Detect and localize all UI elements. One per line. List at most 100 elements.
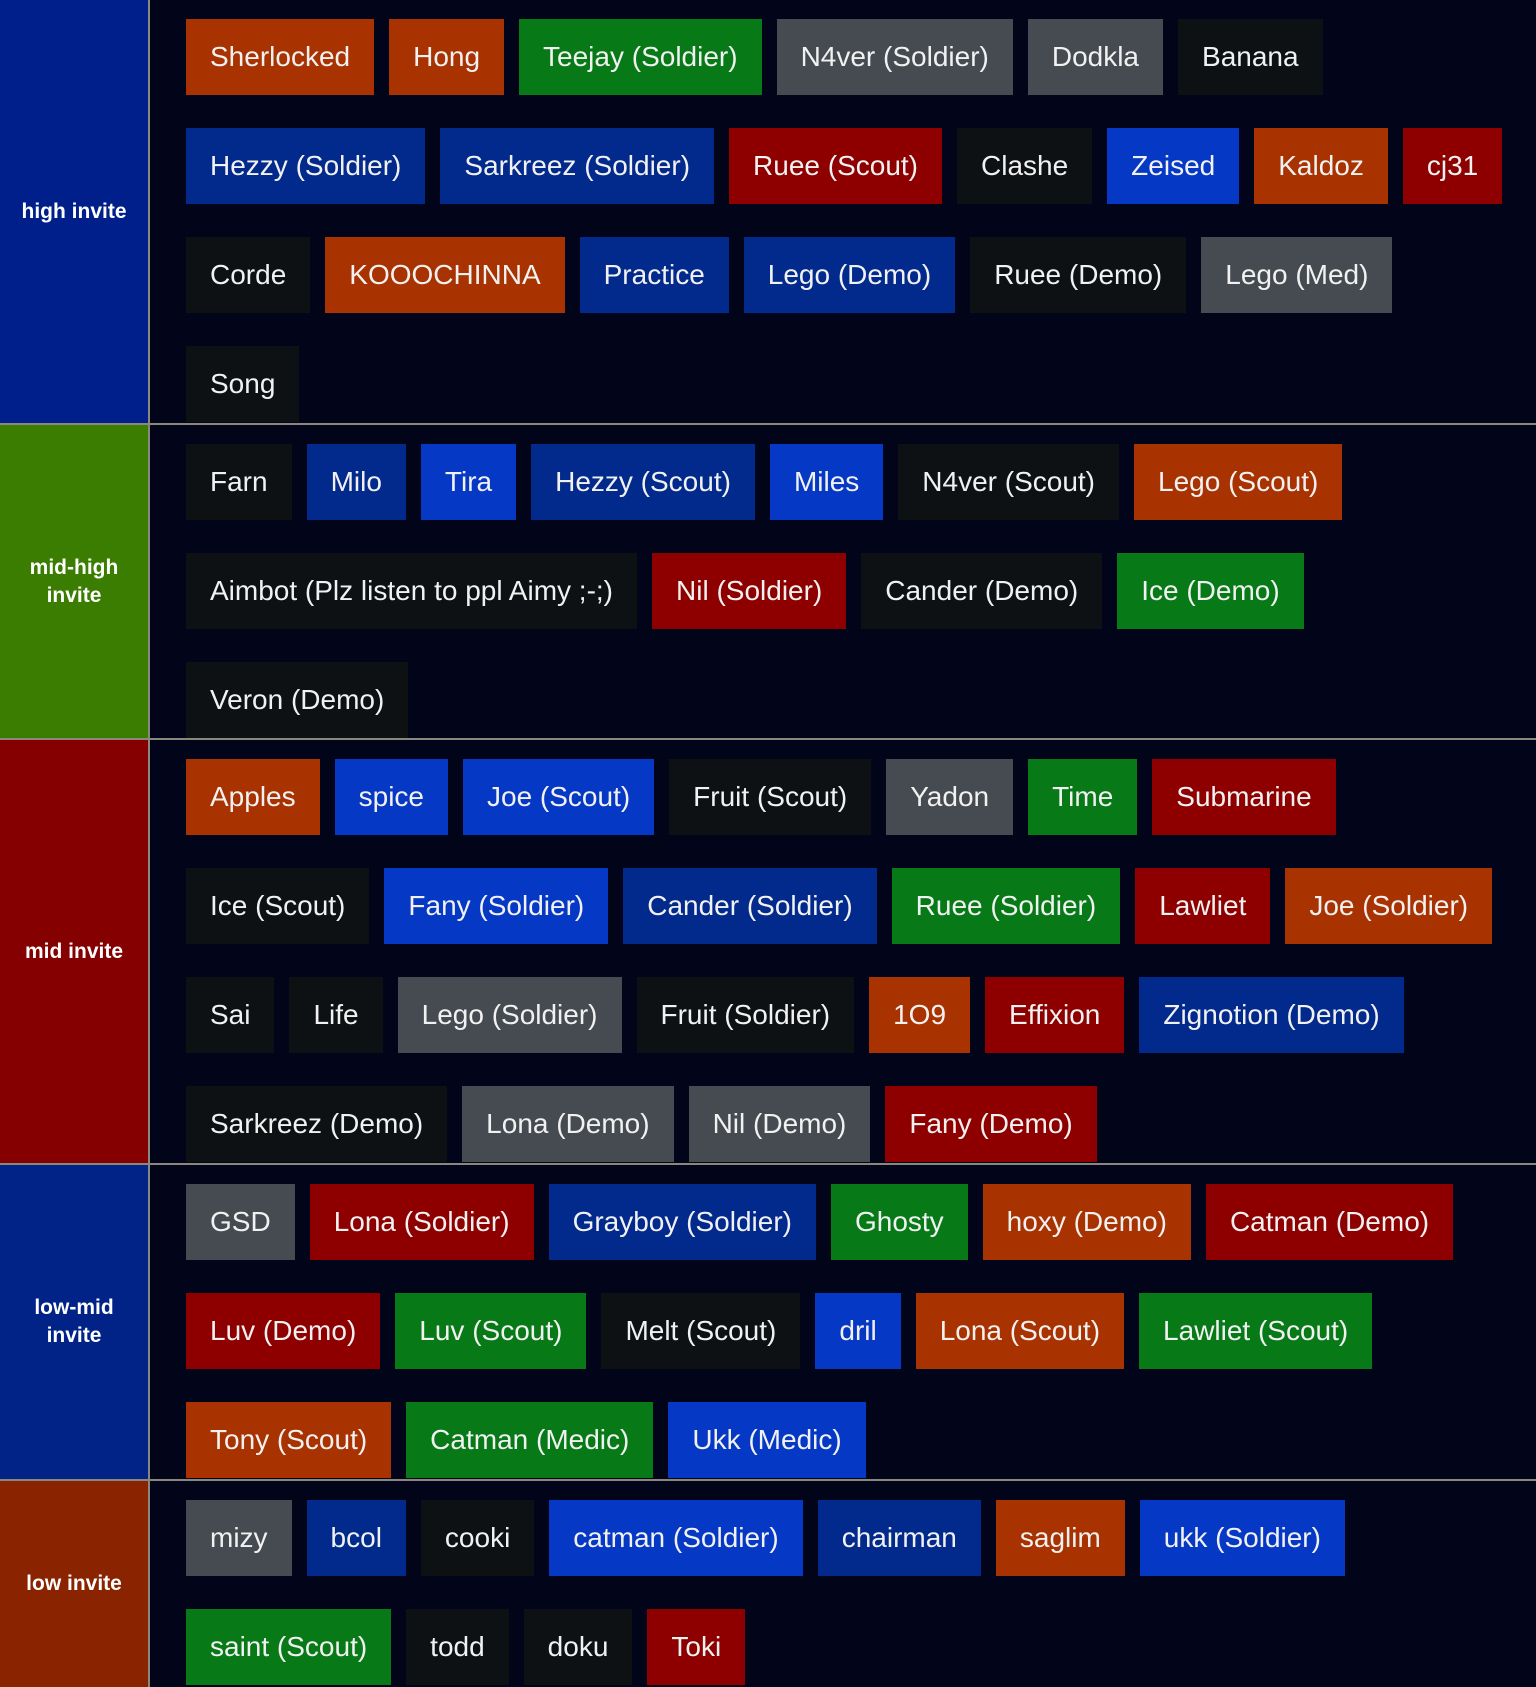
tier-item[interactable]: Joe (Scout) xyxy=(463,759,655,835)
tier-item[interactable]: Sarkreez (Soldier) xyxy=(440,128,715,204)
tier-item[interactable]: bcol xyxy=(306,1500,406,1576)
tier-item-row: Aimbot (Plz listen to ppl Aimy ;-;) Nil (… xyxy=(186,553,1536,629)
tier-item[interactable]: Tony (Scout) xyxy=(186,1402,392,1478)
tier-item-row: GSD Lona (Soldier) Grayboy (Soldier) Ghosty… xyxy=(186,1184,1536,1260)
tier-item[interactable]: Toki xyxy=(647,1609,746,1685)
tier-item[interactable]: Hezzy (Soldier) xyxy=(186,128,426,204)
tier-item[interactable]: Catman (Demo) xyxy=(1205,1184,1454,1260)
tier-item[interactable]: Ukk (Medic) xyxy=(668,1402,866,1478)
tier-item[interactable]: Lawliet xyxy=(1135,868,1271,944)
tier-item-row: Veron (Demo) xyxy=(186,662,1536,738)
tier-item[interactable]: Nil (Soldier) xyxy=(652,553,847,629)
tier-item[interactable]: mizy xyxy=(186,1500,292,1576)
tier-item[interactable]: Fany (Demo) xyxy=(885,1086,1097,1162)
tier-item[interactable]: Song xyxy=(186,346,300,422)
tier-item[interactable]: Practice xyxy=(579,237,729,313)
tier-item[interactable]: Miles xyxy=(769,444,884,520)
tier-item[interactable]: saint (Scout) xyxy=(186,1609,392,1685)
tier-item[interactable]: N4ver (Soldier) xyxy=(776,19,1013,95)
tier-item[interactable]: Cander (Soldier) xyxy=(623,868,877,944)
tier-item[interactable]: Sherlocked xyxy=(186,19,375,95)
tier-item-row: Ice (Scout) Fany (Soldier) Cander (Soldier… xyxy=(186,868,1536,944)
tier-item[interactable]: Sarkreez (Demo) xyxy=(186,1086,448,1162)
tier-item[interactable]: Melt (Scout) xyxy=(601,1293,801,1369)
tier-item[interactable]: Apples xyxy=(186,759,320,835)
tier-item[interactable]: Fruit (Scout) xyxy=(669,759,872,835)
tier-item[interactable]: Ruee (Scout) xyxy=(729,128,942,204)
tier-item[interactable]: doku xyxy=(523,1609,633,1685)
tier-item[interactable]: Ruee (Demo) xyxy=(970,237,1187,313)
tier-item[interactable]: Luv (Demo) xyxy=(186,1293,381,1369)
tier-item[interactable]: Aimbot (Plz listen to ppl Aimy ;-;) xyxy=(186,553,638,629)
tier-item[interactable]: Farn xyxy=(186,444,292,520)
tier-item[interactable]: N4ver (Scout) xyxy=(898,444,1119,520)
tier-item[interactable]: Zeised xyxy=(1107,128,1240,204)
tier-item-row: Corde KOOOCHINNA Practice Lego (Demo) Ruee (… xyxy=(186,237,1536,313)
tier-item[interactable]: cooki xyxy=(420,1500,535,1576)
tier-item[interactable]: Cander (Demo) xyxy=(861,553,1103,629)
tier-item[interactable]: Ice (Demo) xyxy=(1117,553,1304,629)
tier-item[interactable]: KOOOCHINNA xyxy=(325,237,565,313)
tier-item[interactable]: GSD xyxy=(186,1184,295,1260)
tier-item[interactable]: Effixion xyxy=(985,977,1125,1053)
tier-item[interactable]: Ice (Scout) xyxy=(186,868,370,944)
tier-item[interactable]: Fany (Soldier) xyxy=(384,868,609,944)
tier-item[interactable]: hoxy (Demo) xyxy=(982,1184,1191,1260)
tier-label: high invite xyxy=(0,0,150,423)
tier-item[interactable]: Grayboy (Soldier) xyxy=(548,1184,816,1260)
tier-label: low invite xyxy=(0,1481,150,1687)
tier-item[interactable]: Sai xyxy=(186,977,275,1053)
tier-item[interactable]: Tira xyxy=(420,444,517,520)
tier-item[interactable]: Lona (Demo) xyxy=(462,1086,674,1162)
tier-item[interactable]: Nil (Demo) xyxy=(688,1086,871,1162)
tier-item[interactable]: Lego (Soldier) xyxy=(397,977,622,1053)
tier-item[interactable]: Dodkla xyxy=(1027,19,1164,95)
tier-item[interactable]: Time xyxy=(1028,759,1138,835)
tier-label: mid-high invite xyxy=(0,425,150,738)
tier-item[interactable]: chairman xyxy=(817,1500,981,1576)
tier-item-row: Sherlocked Hong Teejay (Soldier) N4ver (Sol… xyxy=(186,19,1536,95)
tier-item[interactable]: Hong xyxy=(389,19,505,95)
tier-item[interactable]: Ruee (Soldier) xyxy=(891,868,1121,944)
tier-item[interactable]: Lego (Demo) xyxy=(743,237,956,313)
tier-item[interactable]: Ghosty xyxy=(830,1184,968,1260)
tier-items: Farn Milo Tira Hezzy (Scout) Miles N4ver (Sco… xyxy=(150,425,1536,738)
tier-item[interactable]: Veron (Demo) xyxy=(186,662,409,738)
tier-item[interactable]: Corde xyxy=(186,237,311,313)
tier-item[interactable]: Kaldoz xyxy=(1254,128,1388,204)
tier-item-row: Sai Life Lego (Soldier) Fruit (Soldier) 1O9 E… xyxy=(186,977,1536,1053)
tier-items: GSD Lona (Soldier) Grayboy (Soldier) Ghosty… xyxy=(150,1165,1536,1479)
tier-item[interactable]: Fruit (Soldier) xyxy=(636,977,855,1053)
tier-item[interactable]: Lona (Scout) xyxy=(915,1293,1125,1369)
tier-item[interactable]: Luv (Scout) xyxy=(395,1293,587,1369)
tier-item-row: mizy bcol cooki catman (Soldier) chairman sag… xyxy=(186,1500,1536,1576)
tier-item[interactable]: cj31 xyxy=(1402,128,1503,204)
tier-item[interactable]: ukk (Soldier) xyxy=(1139,1500,1345,1576)
tier-item[interactable]: Submarine xyxy=(1152,759,1336,835)
tier-item[interactable]: Clashe xyxy=(957,128,1093,204)
tier-item[interactable]: spice xyxy=(334,759,448,835)
tier-item[interactable]: Hezzy (Scout) xyxy=(531,444,755,520)
tier-item[interactable]: Teejay (Soldier) xyxy=(519,19,762,95)
tier-item[interactable]: Lona (Soldier) xyxy=(309,1184,534,1260)
tier-item[interactable]: Yadon xyxy=(886,759,1014,835)
tier-item[interactable]: Lego (Scout) xyxy=(1134,444,1343,520)
tier-low-mid-invite: low-mid invite GSD Lona (Soldier) Grayboy (… xyxy=(0,1165,1536,1481)
tier-label: mid invite xyxy=(0,740,150,1163)
tier-item-row: Tony (Scout) Catman (Medic) Ukk (Medic) xyxy=(186,1402,1536,1478)
tier-item[interactable]: todd xyxy=(406,1609,509,1685)
tier-item[interactable]: catman (Soldier) xyxy=(549,1500,803,1576)
tier-item[interactable]: Catman (Medic) xyxy=(406,1402,654,1478)
tier-item[interactable]: Zignotion (Demo) xyxy=(1139,977,1404,1053)
tier-item[interactable]: Banana xyxy=(1178,19,1323,95)
tier-item[interactable]: Life xyxy=(289,977,383,1053)
tier-item[interactable]: saglim xyxy=(995,1500,1125,1576)
tier-item[interactable]: Joe (Soldier) xyxy=(1285,868,1493,944)
tier-item[interactable]: Lego (Med) xyxy=(1201,237,1393,313)
tier-item[interactable]: 1O9 xyxy=(869,977,971,1053)
tier-item[interactable]: Milo xyxy=(306,444,406,520)
tier-item[interactable]: Lawliet (Scout) xyxy=(1139,1293,1373,1369)
tier-item[interactable]: dril xyxy=(815,1293,901,1369)
tier-items: Apples spice Joe (Scout) Fruit (Scout) Yadon… xyxy=(150,740,1536,1163)
